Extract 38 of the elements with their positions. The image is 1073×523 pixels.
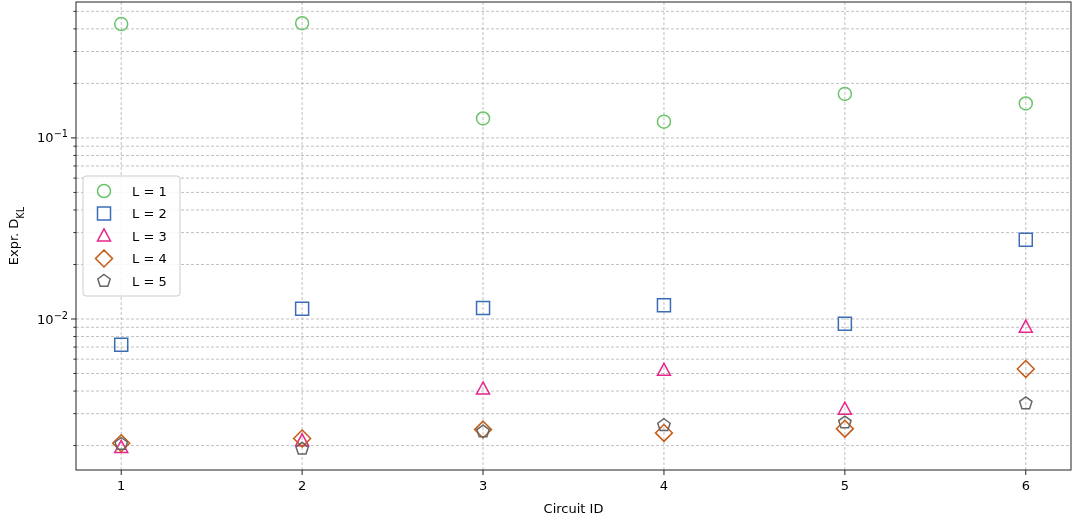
point [295,441,310,455]
x-tick-label: 3 [478,478,488,493]
point [1018,96,1034,111]
legend-label: L = 3 [132,228,167,244]
point [654,423,674,443]
point [473,420,493,439]
point [657,417,671,432]
point [837,401,853,415]
point [113,337,129,353]
legend-label: L = 4 [132,251,167,267]
legend-label: L = 2 [132,206,167,222]
x-tick-label: 1 [117,478,126,493]
point [1018,319,1034,333]
point [475,300,491,316]
point [294,15,310,31]
point [656,362,672,377]
y-tick-label: 10$^{−1}$ [37,127,68,146]
point [113,16,129,32]
point [475,111,491,126]
point [837,316,853,332]
x-axis-title: Circuit ID [543,501,604,516]
x-tick-label: 4 [659,478,669,493]
x-tick-label: 5 [840,478,849,493]
x-tick-label: 2 [298,478,307,493]
point [294,301,310,316]
point [1016,359,1035,379]
point [475,381,491,395]
legend-label: L = 1 [132,183,167,199]
x-tick-label: 6 [1021,478,1030,493]
point [837,86,853,102]
point [656,298,672,313]
point [294,433,310,447]
point [1018,232,1034,247]
legend-label: L = 5 [132,273,167,289]
y-tick-label: 10$^{−2}$ [37,309,68,327]
point [1018,396,1033,410]
point [835,419,855,438]
point [656,114,672,129]
